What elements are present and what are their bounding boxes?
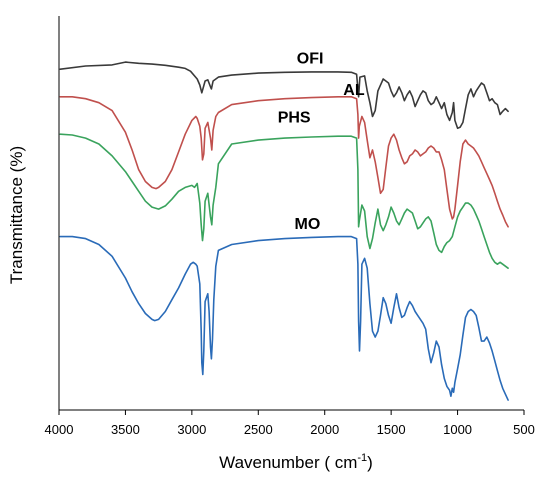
x-tick-label: 500 bbox=[513, 422, 535, 437]
series-label-ofi: OFI bbox=[297, 50, 324, 67]
series-labels: OFI AL PHS MO bbox=[278, 50, 365, 232]
series-label-mo: MO bbox=[295, 216, 321, 233]
plot-frame bbox=[58, 16, 524, 411]
x-tick-label: 2500 bbox=[244, 422, 273, 437]
series-line-mo bbox=[59, 235, 509, 401]
y-axis-title: Transmittance (%) bbox=[7, 146, 26, 284]
x-tick-label: 3500 bbox=[111, 422, 140, 437]
x-tick-label: 4000 bbox=[45, 422, 74, 437]
x-axis-title-close: ) bbox=[367, 453, 373, 472]
series-line-ofi bbox=[59, 61, 509, 130]
x-tick-label: 1500 bbox=[377, 422, 406, 437]
x-axis-ticks: 4000 3500 3000 2500 2000 1500 1000 500 bbox=[45, 410, 535, 437]
x-tick-label: 2000 bbox=[310, 422, 339, 437]
x-tick-label: 3000 bbox=[177, 422, 206, 437]
series-label-phs: PHS bbox=[278, 109, 311, 126]
series-line-phs bbox=[59, 133, 509, 269]
series-lines bbox=[59, 61, 509, 401]
x-axis-title: Wavenumber ( cm-1) bbox=[219, 452, 373, 472]
series-label-al: AL bbox=[343, 82, 365, 99]
x-tick-label: 1000 bbox=[443, 422, 472, 437]
x-axis-title-text: Wavenumber ( cm bbox=[219, 453, 357, 472]
x-axis-title-superscript: -1 bbox=[357, 452, 367, 464]
series-line-al bbox=[59, 96, 509, 228]
